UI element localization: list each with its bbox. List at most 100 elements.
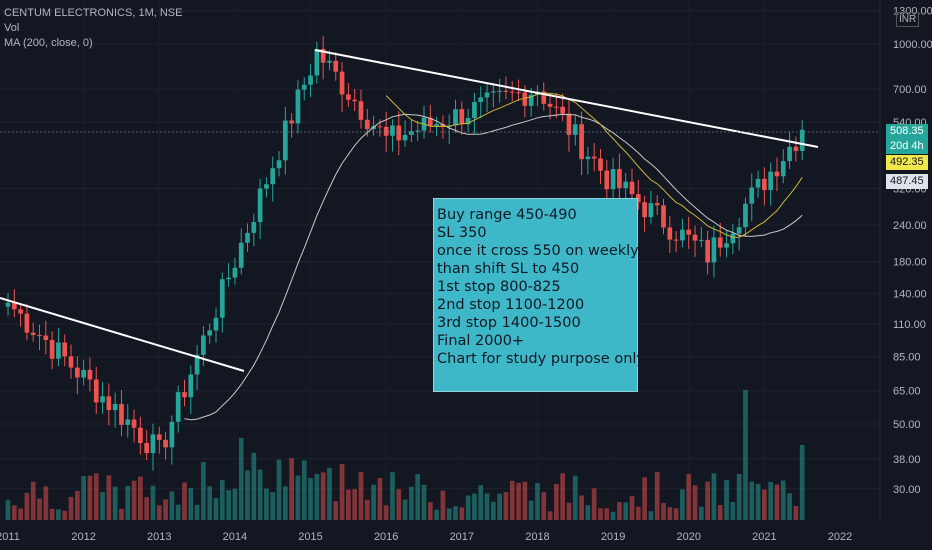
candle-body [434, 124, 439, 126]
candle-body [339, 71, 345, 95]
volume-bar [478, 485, 484, 520]
candle-body [642, 202, 647, 218]
candle-body [295, 89, 301, 124]
volume-bar [453, 506, 458, 520]
volume-bar [415, 474, 421, 520]
candle-body [768, 171, 774, 191]
candle-body [74, 367, 80, 378]
volume-bar [119, 508, 124, 520]
candle-body [163, 439, 168, 448]
candle-body [541, 91, 547, 104]
candle-body [87, 369, 93, 380]
volume-bar [724, 480, 729, 520]
candle-body [409, 131, 414, 135]
candle-body [245, 232, 250, 243]
time-tick-label: 2014 [223, 531, 247, 543]
volume-bar [383, 505, 389, 520]
candle-body [377, 126, 383, 128]
candle-body [226, 277, 231, 280]
candle-body [24, 313, 30, 333]
price-tick-label: 1000.00 [893, 39, 932, 51]
volume-bar [661, 502, 666, 520]
currency-label: INR [896, 12, 920, 27]
candle-body [207, 330, 213, 336]
candle-body [68, 356, 74, 368]
volume-bar [125, 485, 131, 520]
candle-body [780, 161, 786, 177]
volume-bar [175, 504, 181, 520]
volume-bar [535, 483, 540, 520]
volume-bar [314, 473, 320, 520]
ma-yellow-line [385, 92, 803, 238]
trade-plan-note: Buy range 450-490 SL 350 once it cross 5… [433, 198, 646, 392]
volume-bar [579, 495, 584, 520]
volume-bar [680, 489, 685, 520]
time-axis: 2011 2012 2013 2014 2015 2016 2017 2018 2019 2020… [0, 531, 852, 543]
candle-body [440, 124, 446, 127]
candle-body [497, 90, 502, 92]
price-tick-label: 110.00 [893, 319, 926, 331]
volume-bar [308, 477, 313, 520]
volume-bar [472, 493, 477, 520]
ma-200-line [184, 113, 803, 421]
volume-bar [144, 497, 150, 520]
time-tick-label: 2015 [298, 531, 322, 543]
volume-bar [736, 474, 742, 520]
note-line: Chart for study purpose only [437, 351, 646, 367]
candle-body [749, 187, 755, 204]
candle-body [125, 419, 131, 425]
candle-body [554, 106, 559, 108]
candle-body [427, 117, 433, 126]
volume-bar [730, 502, 736, 520]
volume-bar [43, 486, 49, 520]
volume-bar [427, 502, 433, 520]
volume-bar [56, 509, 61, 520]
candle-body [264, 184, 269, 189]
candle-body [648, 203, 654, 218]
volume-bar [156, 505, 162, 520]
ma-white-tag: 487.45 [886, 174, 928, 189]
candle-body [598, 158, 603, 171]
price-axis: 1300.001000.00700.00540.00320.00240.0018… [893, 6, 932, 496]
volume-bar [333, 501, 339, 520]
candle-body [219, 279, 225, 318]
candle-body [547, 103, 553, 107]
candle-body [774, 171, 780, 177]
price-tick-label: 38.00 [893, 454, 921, 466]
candle-body [717, 237, 723, 248]
candle-body [358, 101, 364, 120]
candle-body [793, 146, 799, 151]
candle-body [490, 91, 496, 93]
volume-bars [5, 390, 805, 520]
candle-body [232, 267, 238, 278]
volume-bar [484, 493, 490, 520]
candle-body [257, 188, 263, 223]
volume-bar [554, 483, 559, 520]
candle-body [156, 434, 162, 440]
note-line: 1st stop 800-825 [437, 279, 561, 295]
candle-body [106, 396, 112, 411]
candle-body [301, 84, 307, 90]
volume-bar [213, 498, 219, 520]
volume-bar [459, 507, 465, 520]
ma-legend: MA (200, close, 0) [4, 37, 93, 49]
note-line: SL 350 [437, 225, 487, 241]
candle-body [175, 392, 181, 422]
volume-bar [352, 489, 358, 520]
volume-bar [106, 475, 112, 520]
candle-body [238, 242, 244, 268]
candle-body [402, 134, 408, 141]
candle-body [755, 178, 761, 188]
candle-body [673, 239, 679, 241]
price-tick-label: 140.00 [893, 288, 927, 300]
volume-bar [516, 482, 521, 520]
volume-bar [711, 473, 717, 520]
volume-bar [68, 496, 74, 520]
candle-body [314, 49, 320, 76]
note-line: once it cross 550 on weekly [437, 243, 639, 259]
candle-body [459, 109, 465, 125]
candle-body [150, 434, 156, 454]
volume-bar [768, 481, 774, 520]
volume-bar [793, 506, 799, 520]
